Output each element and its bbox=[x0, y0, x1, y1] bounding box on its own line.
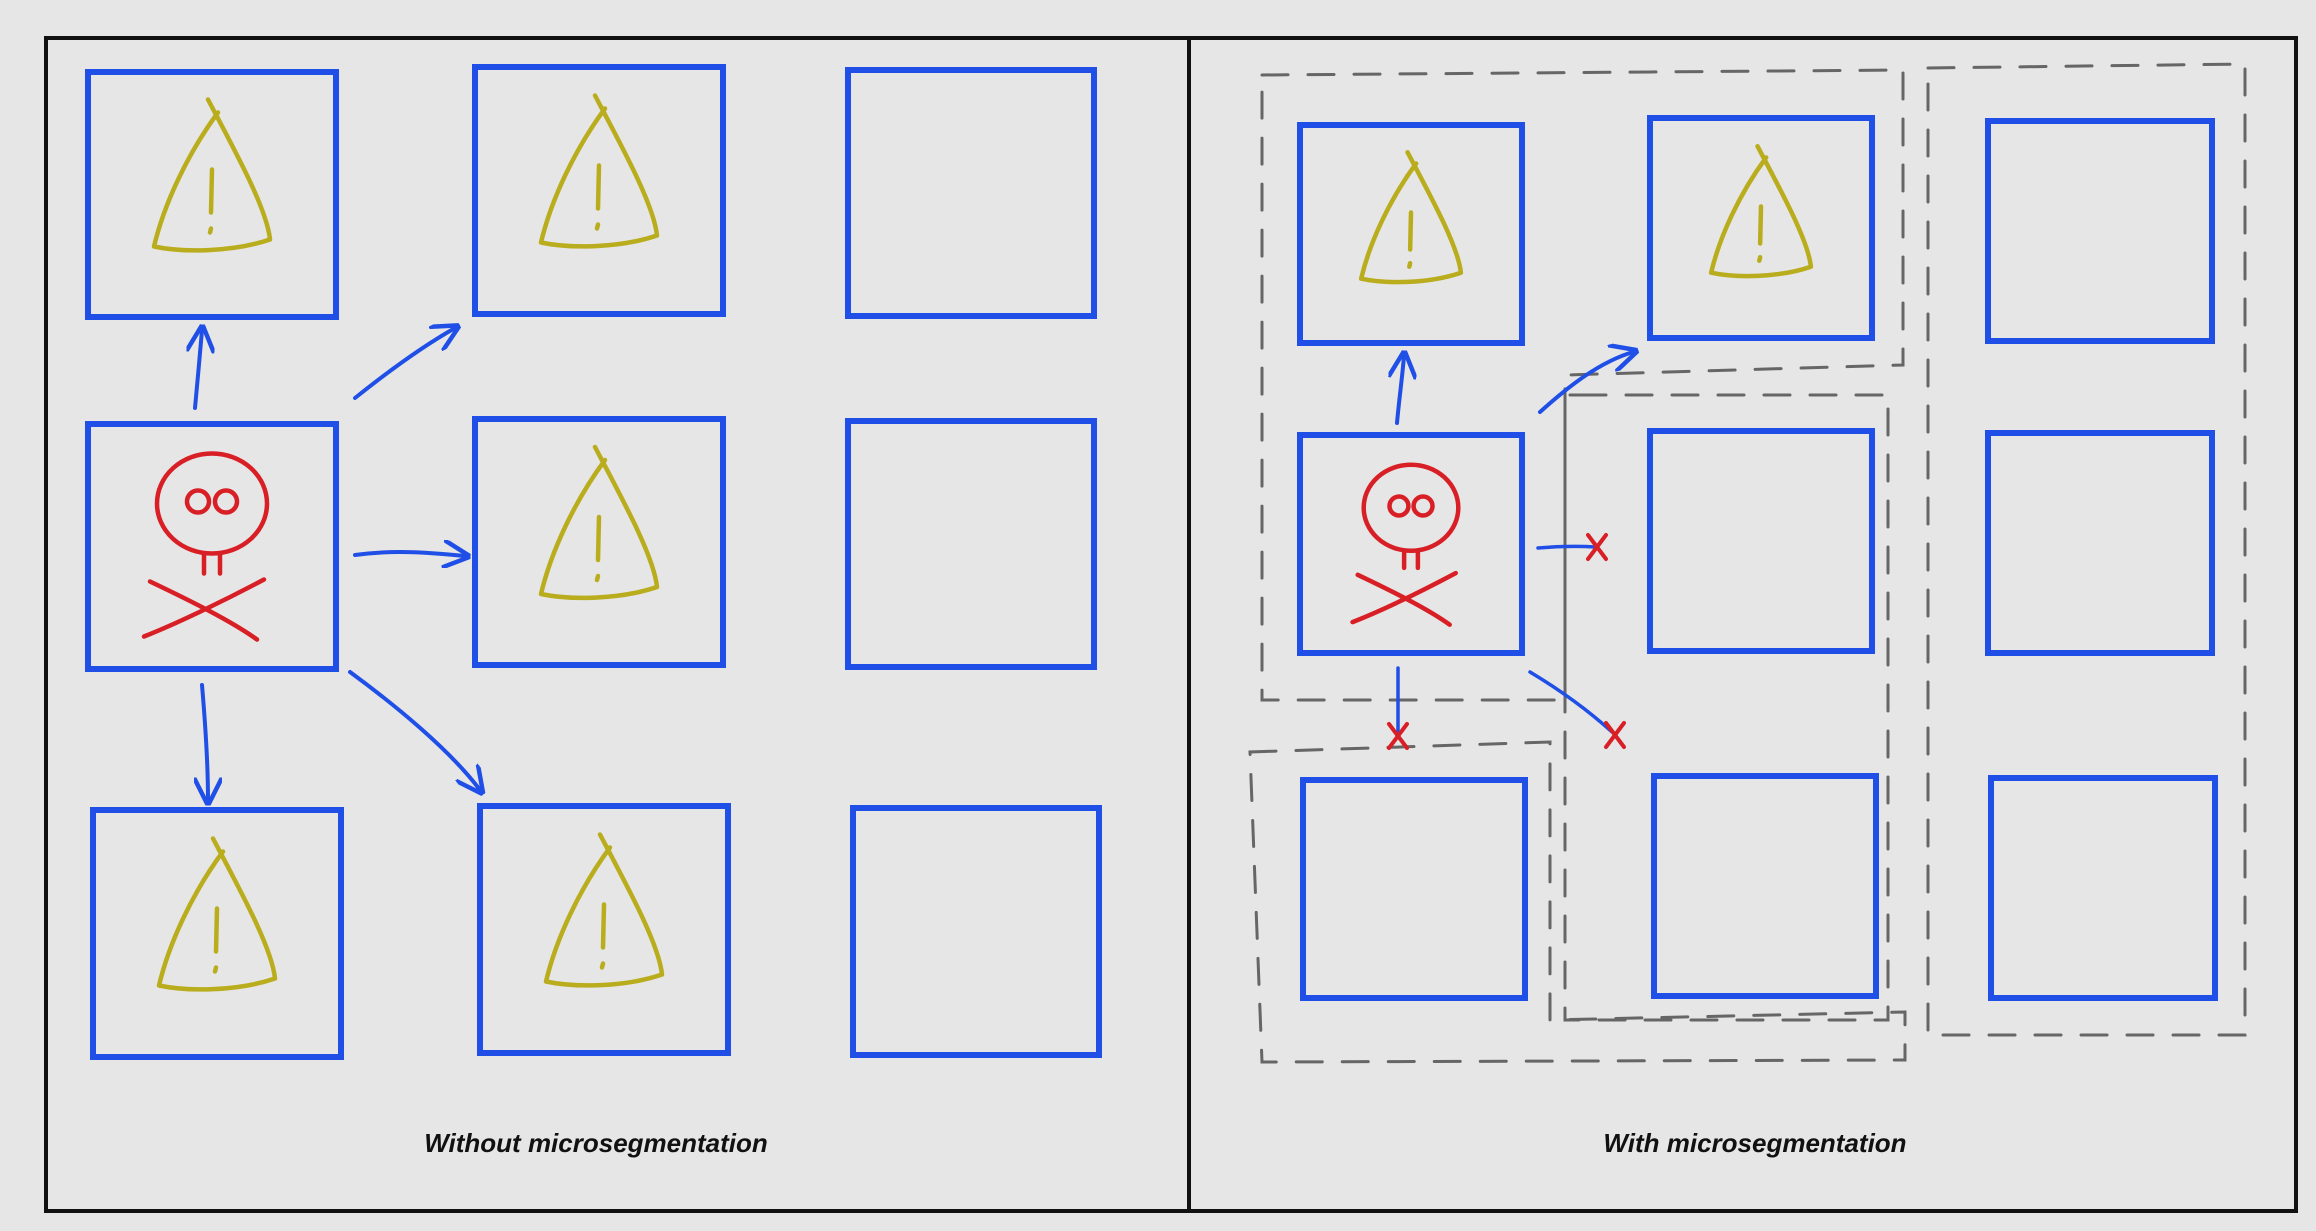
lateral-movement-arrows bbox=[195, 328, 1633, 800]
host-boxes bbox=[85, 64, 2218, 1060]
segment-boundaries bbox=[1248, 62, 2247, 1064]
blocked-x-icon bbox=[1586, 533, 1608, 561]
host-box bbox=[1647, 428, 1875, 654]
host-box bbox=[1647, 115, 1875, 341]
segment-bottom-zone bbox=[1248, 740, 1907, 1064]
warning-triangle-icon bbox=[1358, 150, 1464, 285]
blocked-arrow-right bbox=[1536, 544, 1598, 550]
warning-triangle-icon bbox=[538, 93, 660, 249]
host-box bbox=[1985, 430, 2215, 656]
arrow-up-right bbox=[1538, 352, 1633, 414]
host-box bbox=[90, 807, 344, 1060]
left-panel-caption: Without microsegmentation bbox=[424, 1128, 768, 1158]
warning-triangle-icon bbox=[151, 97, 273, 253]
arrow-up bbox=[195, 330, 202, 410]
warning-triangle-icon bbox=[538, 444, 660, 601]
arrow-down-right bbox=[348, 670, 480, 790]
arrow-up bbox=[1397, 356, 1404, 425]
host-box bbox=[472, 64, 726, 317]
host-box bbox=[1297, 432, 1525, 656]
arrow-up-right bbox=[353, 328, 455, 400]
host-icons bbox=[141, 93, 1814, 992]
host-box bbox=[1985, 118, 2215, 344]
blocked-arrow-down-right bbox=[1528, 670, 1614, 734]
host-box bbox=[1651, 773, 1879, 999]
host-box bbox=[1297, 122, 1525, 346]
host-box bbox=[472, 416, 726, 668]
host-box bbox=[477, 803, 731, 1056]
segment-right-zone bbox=[1926, 62, 2247, 1037]
host-box bbox=[85, 69, 339, 320]
warning-triangle-icon bbox=[543, 832, 665, 988]
right-panel-caption: With microsegmentation bbox=[1603, 1128, 1907, 1158]
host-box bbox=[85, 421, 339, 672]
host-box bbox=[845, 67, 1097, 319]
host-box bbox=[1300, 777, 1528, 1001]
panel-frames bbox=[44, 36, 2298, 1213]
segment-middle-zone bbox=[1563, 393, 1890, 1022]
arrow-down bbox=[202, 683, 208, 800]
right-panel-frame bbox=[1187, 36, 2298, 1213]
host-box bbox=[850, 805, 1102, 1058]
warning-triangle-icon bbox=[1708, 144, 1814, 279]
warning-triangle-icon bbox=[156, 836, 278, 992]
left-panel-frame bbox=[44, 36, 1191, 1213]
skull-crossbones-icon bbox=[1350, 462, 1461, 627]
host-box bbox=[1988, 775, 2218, 1001]
arrow-right bbox=[353, 552, 465, 556]
skull-crossbones-icon bbox=[141, 451, 270, 642]
segment-attacker-zone bbox=[1260, 68, 1905, 702]
host-box bbox=[845, 418, 1097, 670]
blocked-x-icon bbox=[1604, 721, 1626, 749]
blocked-x-icon bbox=[1387, 722, 1409, 750]
